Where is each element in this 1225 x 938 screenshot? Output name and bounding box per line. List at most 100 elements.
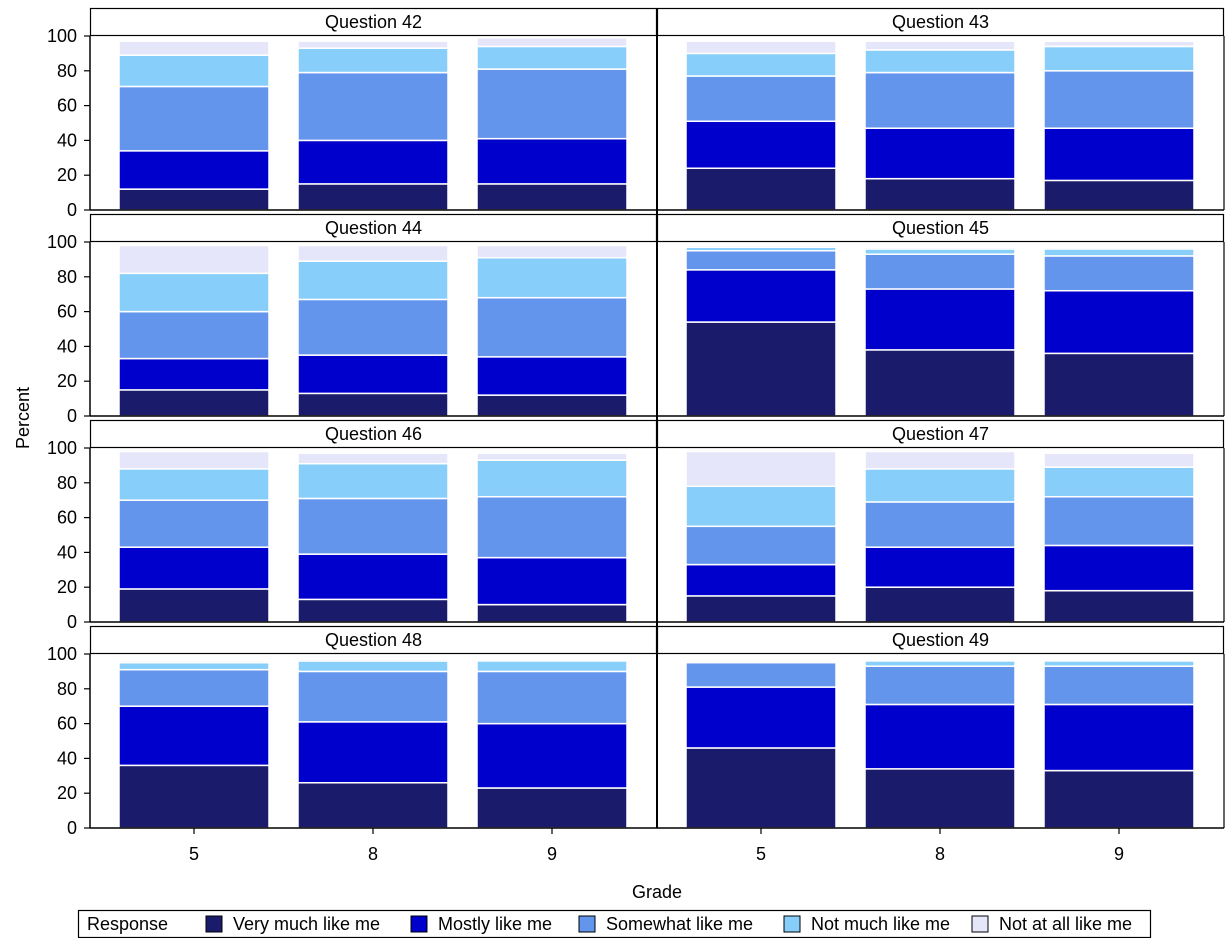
bar-segment: [297, 553, 449, 601]
bar-segment: [685, 450, 837, 488]
bar-segment: [297, 139, 449, 185]
bar-segment: [297, 392, 449, 417]
bar-segment: [1043, 495, 1195, 547]
bar-segment: [685, 686, 837, 749]
bar-segment: [297, 658, 449, 662]
bar-segment: [118, 310, 270, 360]
bar-segment: [297, 244, 449, 262]
bar-segment: [476, 296, 628, 358]
bar-segment: [864, 546, 1016, 588]
legend-swatch: [783, 915, 801, 933]
bar-segment: [297, 598, 449, 623]
bar-segment: [297, 660, 449, 673]
legend: Response Very much like me Mostly like me S…: [77, 909, 1152, 938]
bar-segment: [476, 256, 628, 299]
panel-strip: [89, 7, 658, 37]
bar-segment: [1043, 246, 1195, 250]
panel-title: Question 44: [325, 218, 422, 238]
bar-segment: [118, 357, 270, 391]
bar-segment: [297, 260, 449, 301]
x-tick-label: 5: [756, 844, 766, 864]
bar-segment: [864, 703, 1016, 770]
bar-segment: [685, 249, 837, 271]
bar-segment: [1043, 769, 1195, 829]
panel-q42: Question 42 0 20 40 60 80 100: [47, 7, 658, 220]
bar-segment: [297, 40, 449, 49]
bar-segment: [118, 150, 270, 190]
legend-title: Response: [87, 914, 168, 934]
bar-segment: [118, 661, 270, 671]
bar-segment: [476, 183, 628, 211]
y-tick-label: 20: [57, 371, 77, 391]
y-tick-label: 40: [57, 130, 77, 150]
bar-segment: [1043, 70, 1195, 129]
bar-segment: [118, 272, 270, 313]
bar-segment: [685, 661, 837, 688]
bar-segment: [864, 71, 1016, 129]
y-tick-label: 100: [47, 232, 77, 252]
bar-segment: [118, 588, 270, 623]
bar-segment: [1043, 255, 1195, 292]
panel-q45: Question 45: [656, 213, 1225, 417]
y-tick-label: 40: [57, 336, 77, 356]
bar-segment: [685, 75, 837, 123]
panel-title: Question 46: [325, 424, 422, 444]
bar-segment: [685, 747, 837, 829]
bar-segment: [864, 501, 1016, 548]
bar-segment: [685, 525, 837, 566]
legend-swatch: [205, 915, 223, 933]
bar-segment: [476, 244, 628, 259]
bar-segment: [685, 269, 837, 323]
bar-segment: [1043, 703, 1195, 772]
bar-segment: [685, 244, 837, 248]
x-tick-label: 8: [935, 844, 945, 864]
bar-segment: [476, 670, 628, 725]
y-axis-label: Percent: [13, 387, 33, 449]
x-tick-label: 5: [189, 844, 199, 864]
bar-segment: [864, 349, 1016, 417]
panel-strip: [656, 419, 1225, 449]
y-tick-label: 100: [47, 438, 77, 458]
legend-entry: Not much like me: [811, 914, 950, 934]
bar-segment: [476, 68, 628, 140]
y-tick-label: 100: [47, 644, 77, 664]
panel-q46: Question 46 0 20 40 60 80 100: [47, 419, 658, 632]
bar-segment: [864, 586, 1016, 623]
bar-segment: [297, 298, 449, 356]
bar-segment: [1043, 466, 1195, 498]
panel-q48: Question 48 0 20 40 60 80 100: [47, 625, 658, 838]
bar-segment: [476, 459, 628, 498]
bar-segment: [297, 183, 449, 211]
bar-segment: [476, 787, 628, 829]
y-tick-label: 40: [57, 748, 77, 768]
bar-segment: [118, 705, 270, 767]
panel-title: Question 47: [892, 424, 989, 444]
bar-segment: [685, 52, 837, 77]
bar-segment: [118, 499, 270, 548]
bar-segment: [1043, 40, 1195, 48]
panel-q49: Question 49: [656, 625, 1225, 829]
bar-segment: [118, 244, 270, 275]
bar-segment: [476, 356, 628, 396]
panel-strip: [656, 213, 1225, 243]
y-tick-label: 0: [67, 200, 77, 220]
legend-entry: Mostly like me: [438, 914, 552, 934]
y-tick-label: 0: [67, 612, 77, 632]
y-tick-label: 20: [57, 577, 77, 597]
bar-segment: [118, 764, 270, 829]
bar-segment: [1043, 544, 1195, 592]
bar-segment: [118, 546, 270, 590]
bar-segment: [864, 665, 1016, 706]
bar-segment: [118, 668, 270, 707]
bar-segment: [476, 36, 628, 48]
bar-segment: [118, 450, 270, 470]
legend-swatch: [410, 915, 428, 933]
x-tick-label: 8: [368, 844, 378, 864]
bar-segment: [685, 40, 837, 55]
legend-entry: Very much like me: [233, 914, 380, 934]
bar-segment: [1043, 589, 1195, 623]
bar-segment: [864, 246, 1016, 250]
bar-segment: [685, 485, 837, 528]
bar-segment: [864, 660, 1016, 667]
bar-segment: [118, 85, 270, 152]
